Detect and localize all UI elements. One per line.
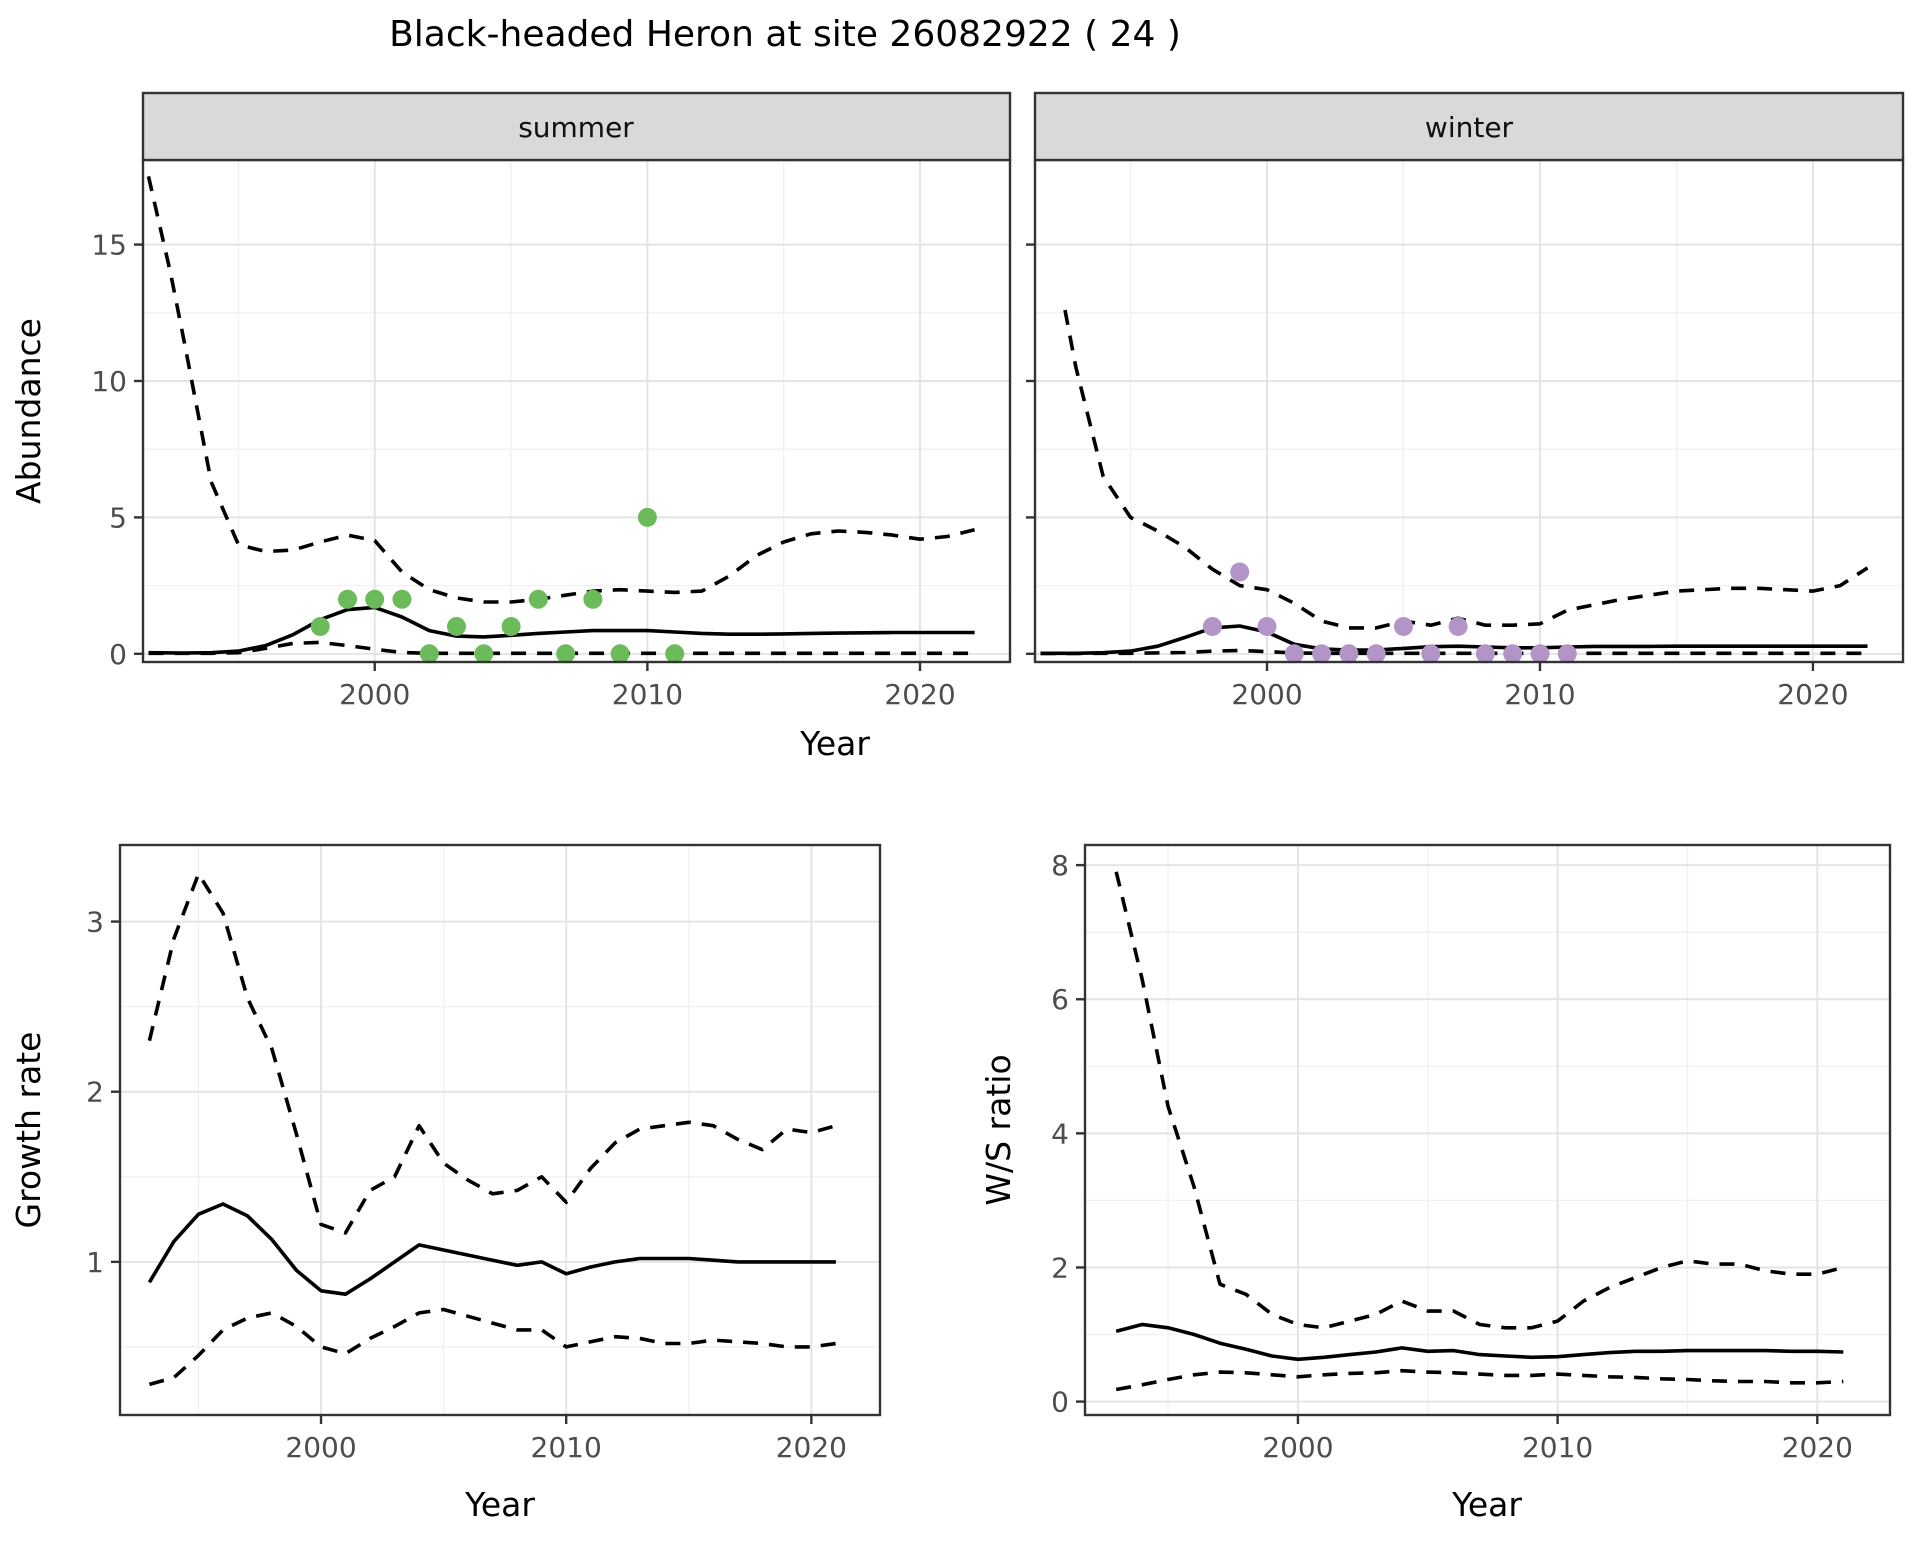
- panel-ws-ratio: 2000 2010 2020 0 2 4 6 8: [1051, 843, 1892, 1464]
- panel-abundance-winter: 2000 2010 2020: [1026, 91, 1905, 711]
- x-tick-label: 2000: [285, 1431, 356, 1464]
- data-point: [1366, 644, 1386, 664]
- y-tick-label: 5: [109, 501, 127, 534]
- data-point: [474, 644, 494, 664]
- data-point: [501, 617, 521, 636]
- ci-line-abundance-summer: [146, 175, 976, 604]
- x-tick-label: 2010: [531, 1431, 602, 1464]
- plot-title: Black-headed Heron at site 26082922 ( 24…: [389, 14, 1181, 55]
- y-axis-title-growth-rate: Growth rate: [9, 1032, 48, 1229]
- data-point: [1257, 617, 1277, 636]
- data-point: [419, 644, 439, 664]
- data-point: [365, 589, 385, 609]
- data-point: [1230, 562, 1250, 582]
- data-point: [1448, 617, 1468, 636]
- series-lines: [1114, 871, 1844, 1392]
- data-point: [1530, 644, 1550, 664]
- y-axis-title-abundance: Abundance: [9, 318, 48, 504]
- y-tick-label: 0: [1051, 1386, 1069, 1419]
- facet-strip: [1033, 91, 1905, 162]
- x-tick-label: 2000: [1231, 678, 1302, 711]
- y-tick-label: 15: [91, 229, 127, 262]
- x-tick-label: 2010: [1504, 678, 1575, 711]
- ci-line-growth-rate: [148, 1307, 837, 1387]
- median-line-ws-ratio: [1115, 1322, 1844, 1362]
- x-tick-label: 2000: [339, 678, 410, 711]
- panel-abundance-summer: 2000 2010 2020 0 5 10 15: [91, 91, 1012, 711]
- data-point: [637, 507, 657, 527]
- panel-border: [118, 843, 882, 1417]
- y-tick-label: 4: [1051, 1117, 1069, 1150]
- data-point: [528, 589, 548, 609]
- ci-line-growth-rate: [147, 872, 837, 1235]
- median-line-abundance-summer: [148, 605, 975, 655]
- data-point: [1475, 644, 1495, 664]
- panel-growth-rate: 2000 2010 2020 1 2 3: [86, 843, 882, 1464]
- data-point: [665, 644, 685, 664]
- observed-points: [1202, 562, 1577, 664]
- data-point: [1421, 644, 1441, 664]
- y-tick-label: 2: [1051, 1251, 1069, 1284]
- panel-background: [120, 845, 880, 1415]
- observed-points: [310, 507, 685, 664]
- ci-line-abundance-winter: [1040, 648, 1868, 656]
- data-point: [1284, 644, 1304, 664]
- ci-line-ws-ratio: [1114, 871, 1844, 1330]
- data-point: [1312, 644, 1332, 664]
- data-point: [556, 644, 576, 664]
- x-tick-label: 2010: [1522, 1431, 1593, 1464]
- x-tick-label: 2020: [1782, 1431, 1853, 1464]
- x-tick-label: 2020: [884, 678, 955, 711]
- data-point: [583, 589, 603, 609]
- series-lines: [147, 872, 837, 1387]
- x-tick-label: 2000: [1262, 1431, 1333, 1464]
- ci-line-ws-ratio: [1115, 1368, 1844, 1392]
- panel-background: [1035, 160, 1903, 662]
- data-point: [447, 617, 466, 636]
- x-axis-title-year-top: Year: [799, 724, 870, 763]
- y-tick-label: 3: [86, 906, 104, 939]
- y-tick-label: 10: [91, 365, 127, 398]
- panel-border: [1083, 843, 1892, 1417]
- data-point: [1339, 644, 1359, 664]
- data-point: [1557, 644, 1577, 664]
- facet-strip-label-summer: summer: [518, 111, 634, 144]
- data-point: [610, 644, 630, 664]
- panel-background: [1085, 845, 1890, 1415]
- x-axis-title-year-growth: Year: [464, 1485, 535, 1524]
- data-point: [1394, 617, 1413, 636]
- y-axis-title-ws-ratio: W/S ratio: [979, 1054, 1018, 1205]
- x-axis-title-year-ws: Year: [1451, 1485, 1522, 1524]
- facet-strip: [141, 91, 1012, 162]
- y-tick-label: 6: [1051, 983, 1069, 1016]
- data-point: [392, 589, 412, 609]
- x-tick-label: 2020: [1777, 678, 1848, 711]
- data-point: [338, 589, 357, 609]
- data-point: [1202, 617, 1222, 636]
- y-tick-label: 0: [109, 638, 127, 671]
- series-lines: [146, 175, 976, 656]
- median-line-abundance-winter: [1040, 624, 1868, 656]
- ci-line-abundance-summer: [148, 640, 975, 656]
- x-tick-label: 2020: [776, 1431, 847, 1464]
- y-tick-label: 1: [86, 1246, 104, 1279]
- facet-strip-label-winter: winter: [1425, 111, 1514, 144]
- data-point: [310, 617, 330, 636]
- y-tick-label: 8: [1051, 849, 1069, 882]
- data-point: [1503, 644, 1523, 664]
- panel-background: [143, 160, 1010, 662]
- y-tick-label: 2: [86, 1076, 104, 1109]
- median-line-growth-rate: [147, 1202, 836, 1296]
- x-tick-label: 2010: [612, 678, 683, 711]
